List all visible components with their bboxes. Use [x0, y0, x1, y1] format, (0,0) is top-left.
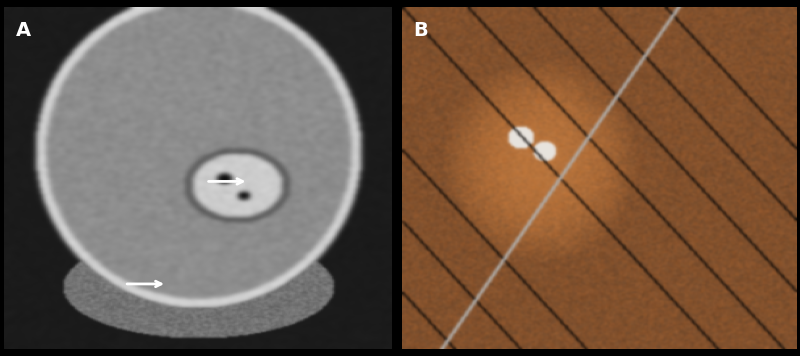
Text: B: B — [414, 21, 428, 40]
Text: A: A — [16, 21, 30, 40]
